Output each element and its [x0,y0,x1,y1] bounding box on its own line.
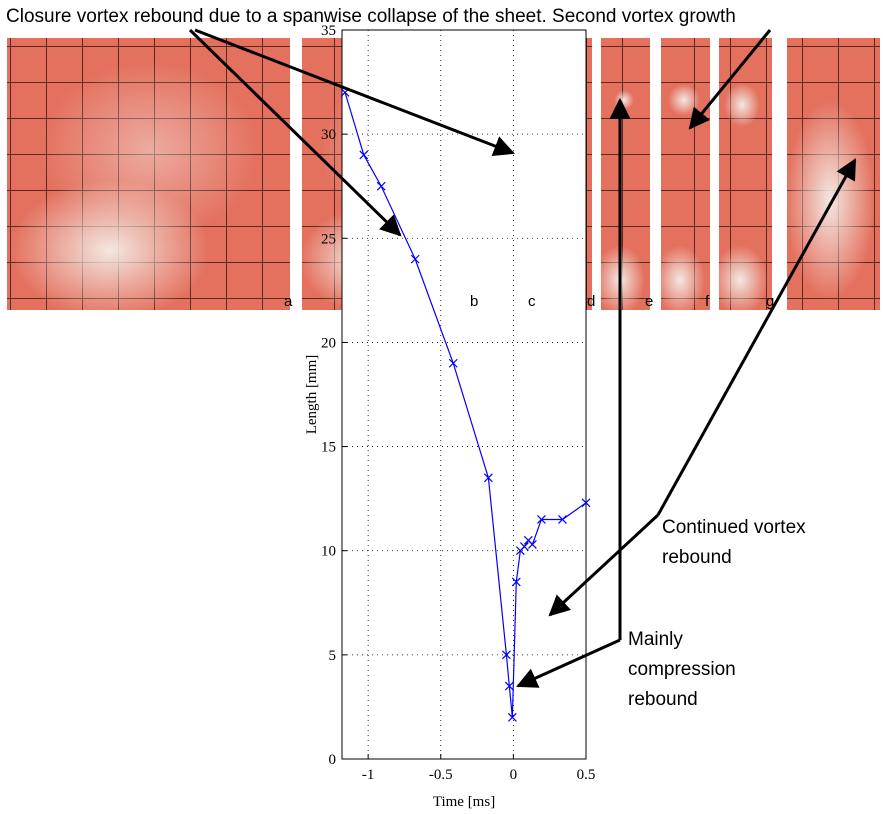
annotation: Continued vortex [662,517,806,538]
marker [410,254,420,264]
x-axis-label: Time [ms] [433,794,495,810]
y-tick-label: 0 [329,752,337,768]
x-tick-label: -1 [362,767,375,783]
panel-label: d [587,293,595,310]
panel-label: a [284,293,293,310]
panel-label: c [528,293,536,310]
panel-label: e [645,293,653,310]
marker [581,498,591,508]
photo [668,84,700,116]
annotation: compression [628,659,736,680]
marker [558,515,567,524]
y-tick-label: 35 [321,23,336,39]
plot-frame [341,29,587,760]
annotation: rebound [662,547,732,568]
x-tick-label: 0 [510,767,518,783]
marker [511,577,521,587]
marker [519,542,529,551]
plot-background [342,30,586,759]
marker [504,681,514,691]
arrow [548,513,660,617]
y-tick-label: 25 [321,231,336,247]
photo [712,245,768,315]
y-tick-label: 10 [321,544,336,560]
panel-label: g [766,293,774,310]
chart: 0 5 10 15 20 25 30 35 -1 -0.5 0 0.5 Time [ms] Length … [304,23,595,810]
y-tick-label: 30 [321,127,336,143]
arrow [688,29,772,130]
photo [40,60,260,240]
annotation: rebound [628,689,698,710]
x-tick-label: 0.5 [577,767,596,783]
arrows [188,28,857,688]
y-tick-label: 20 [321,335,336,351]
annotation: Mainly [628,629,683,650]
marker [359,150,369,160]
y-axis-label: Length [mm] [304,355,320,435]
y-tick-label: 15 [321,440,336,456]
arrow [516,638,621,688]
photo [614,90,634,110]
marker [483,473,493,483]
marker [501,650,511,660]
arrow [194,28,515,156]
marker [448,358,458,368]
marker [527,540,537,549]
marker [507,712,517,722]
arrow [188,28,402,237]
photo [785,100,875,300]
photo [655,245,705,315]
marker [376,181,386,191]
panel-label: f [705,293,710,310]
photo [724,83,760,127]
top-annotation: Closure vortex rebound due to a spanwise… [6,6,736,27]
panel-label: b [470,293,478,310]
x-tick-label: -0.5 [429,767,453,783]
y-tick-label: 5 [329,648,337,664]
marker [536,515,546,524]
arrow [656,158,857,516]
